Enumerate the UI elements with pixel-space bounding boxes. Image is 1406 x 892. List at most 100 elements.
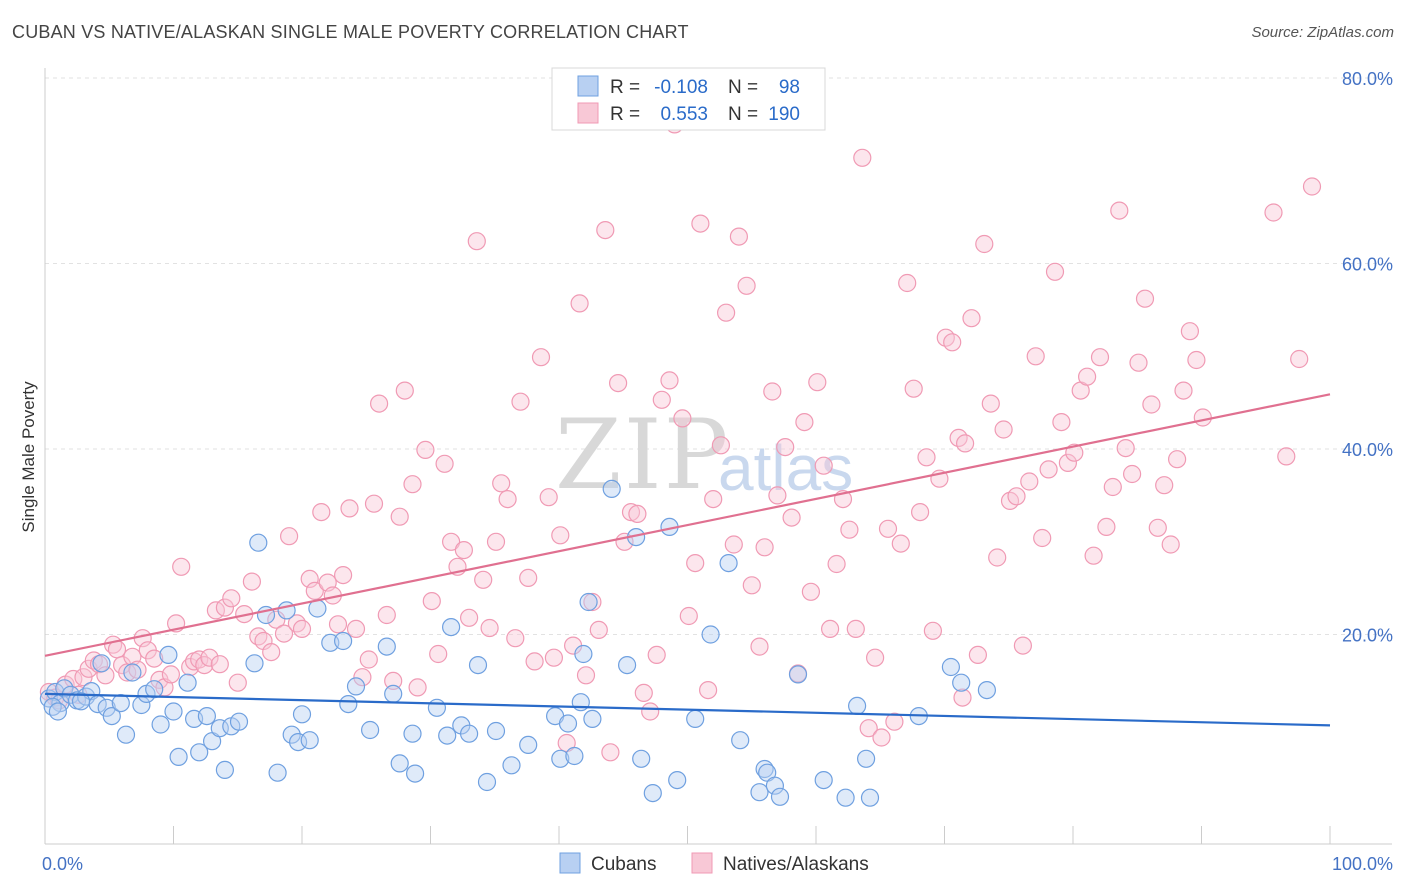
natives-point-60 [390, 507, 409, 526]
cubans-point-25 [197, 706, 216, 726]
natives-point-133 [859, 719, 878, 738]
cubans-point-90 [860, 788, 880, 807]
natives-point-170 [1097, 517, 1116, 537]
natives-point-136 [878, 519, 898, 538]
natives-point-57 [370, 394, 389, 413]
cubans-point-36 [282, 725, 301, 744]
natives-point-45 [300, 569, 319, 589]
cubans-point-39 [300, 731, 319, 750]
natives-trend-line [44, 393, 1331, 657]
natives-point-97 [628, 504, 647, 524]
natives-point-93 [601, 743, 620, 762]
legend-r-value-natives: 0.553 [660, 104, 708, 125]
natives-point-123 [795, 413, 814, 432]
natives-point-44 [292, 619, 312, 639]
natives-point-183 [1180, 322, 1200, 341]
natives-point-124 [801, 582, 821, 601]
cubans-point-56 [468, 655, 488, 675]
natives-point-101 [652, 390, 671, 409]
natives-point-102 [660, 371, 679, 390]
natives-point-59 [384, 671, 403, 691]
cubans-point-73 [643, 783, 662, 803]
natives-point-111 [716, 303, 736, 322]
y-axis-title: Single Male Poverty [19, 381, 38, 533]
natives-point-156 [1007, 487, 1026, 506]
natives-point-169 [1090, 348, 1110, 367]
cubans-point-31 [245, 654, 264, 673]
natives-point-160 [1033, 528, 1052, 548]
natives-point-163 [1052, 413, 1071, 432]
natives-point-175 [1129, 353, 1148, 372]
natives-point-132 [853, 148, 872, 167]
cubans-point-92 [941, 657, 961, 677]
chart-title: CUBAN VS NATIVE/ALASKAN SINGLE MALE POVE… [12, 22, 689, 42]
cubans-point-9 [92, 654, 111, 673]
natives-point-61 [395, 381, 414, 400]
natives-point-131 [846, 619, 865, 639]
cubans-point-17 [145, 680, 164, 699]
natives-point-177 [1142, 395, 1161, 414]
cubans-point-32 [249, 533, 268, 552]
cubans-point-46 [377, 637, 396, 656]
natives-point-83 [539, 488, 558, 507]
cubans-point-76 [686, 709, 705, 729]
y-tick-label-2: 60.0% [1342, 255, 1393, 275]
natives-point-79 [511, 392, 530, 411]
natives-point-94 [608, 374, 628, 393]
x-tick-labels: 0.0% 100.0% [42, 854, 1393, 874]
natives-point-115 [742, 576, 761, 595]
cubans-point-42 [334, 631, 353, 651]
cubans-point-72 [632, 749, 651, 768]
natives-point-174 [1122, 464, 1142, 484]
natives-point-72 [467, 232, 486, 251]
y-tick-labels: 20.0% 40.0% 60.0% 80.0% [1342, 69, 1393, 646]
natives-point-135 [872, 728, 891, 747]
cubans-point-3 [55, 679, 74, 698]
legend-n-label-cubans: N = [728, 77, 758, 98]
cubans-point-48 [390, 754, 409, 773]
natives-point-179 [1155, 476, 1174, 495]
natives-point-85 [551, 526, 570, 545]
natives-point-172 [1110, 201, 1129, 220]
natives-point-29 [200, 648, 219, 667]
natives-point-66 [429, 644, 448, 664]
natives-point-138 [891, 534, 910, 553]
cubans-point-85 [788, 665, 808, 684]
cubans-point-93 [952, 673, 971, 692]
natives-point-54 [353, 668, 372, 687]
cubans-point-79 [731, 731, 750, 750]
natives-point-96 [621, 502, 641, 522]
natives-point-10 [96, 666, 115, 685]
natives-point-84 [544, 648, 564, 667]
cubans-point-97 [71, 692, 91, 711]
natives-point-67 [435, 454, 454, 473]
natives-point-165 [1065, 443, 1084, 462]
natives-point-158 [1020, 472, 1039, 491]
natives-point-127 [820, 619, 840, 639]
natives-point-32 [215, 598, 234, 617]
cubans-point-52 [438, 726, 457, 745]
watermark: ZIP atlas [555, 399, 853, 511]
cubans-point-12 [111, 693, 130, 713]
cubans-point-34 [268, 763, 287, 782]
natives-point-143 [923, 621, 943, 640]
natives-point-121 [782, 508, 801, 527]
natives-point-71 [460, 608, 479, 627]
natives-point-82 [531, 348, 551, 367]
cubans-point-59 [502, 756, 521, 775]
watermark-zip: ZIP [555, 399, 730, 511]
natives-point-117 [755, 538, 774, 557]
cubans-point-20 [164, 702, 183, 721]
natives-point-190 [953, 688, 972, 707]
natives-point-39 [262, 642, 281, 662]
natives-point-151 [975, 234, 994, 254]
natives-point-33 [222, 589, 241, 608]
natives-point-146 [943, 333, 962, 352]
natives-point-50 [328, 615, 348, 634]
natives-point-118 [763, 382, 782, 401]
x-tick-label-0: 0.0% [42, 854, 83, 874]
natives-point-40 [267, 610, 286, 629]
natives-point-92 [596, 221, 615, 240]
natives-point-41 [274, 624, 294, 643]
